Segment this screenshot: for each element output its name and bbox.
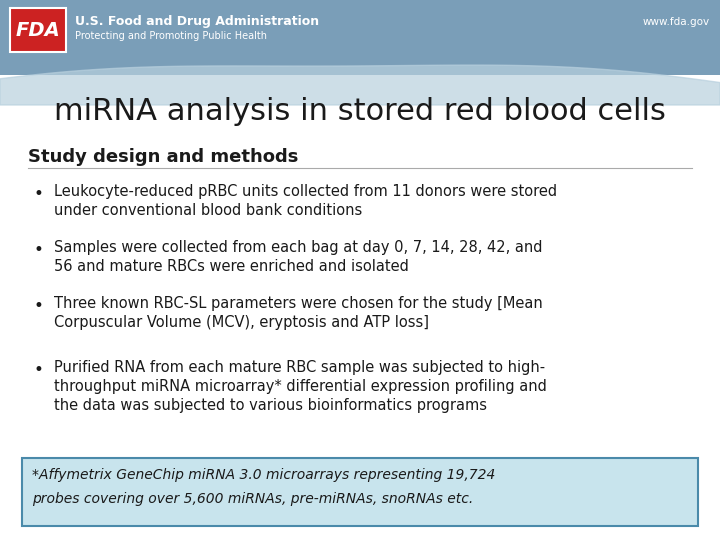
Bar bbox=[0, 0, 720, 75]
Bar bbox=[10, 8, 66, 52]
Text: www.fda.gov: www.fda.gov bbox=[643, 17, 710, 27]
Text: Protecting and Promoting Public Health: Protecting and Promoting Public Health bbox=[75, 31, 267, 41]
Text: miRNA analysis in stored red blood cells: miRNA analysis in stored red blood cells bbox=[54, 98, 666, 126]
Text: •: • bbox=[33, 297, 43, 315]
Text: Purified RNA from each mature RBC sample was subjected to high-
throughput miRNA: Purified RNA from each mature RBC sample… bbox=[54, 360, 547, 414]
Text: Leukocyte-reduced pRBC units collected from 11 donors were stored
under conventi: Leukocyte-reduced pRBC units collected f… bbox=[54, 184, 557, 218]
Text: •: • bbox=[33, 361, 43, 379]
Text: Three known RBC-SL parameters were chosen for the study [Mean
Corpuscular Volume: Three known RBC-SL parameters were chose… bbox=[54, 296, 543, 330]
Text: Study design and methods: Study design and methods bbox=[28, 148, 298, 166]
Text: probes covering over 5,600 miRNAs, pre-miRNAs, snoRNAs etc.: probes covering over 5,600 miRNAs, pre-m… bbox=[32, 492, 473, 506]
FancyBboxPatch shape bbox=[22, 458, 698, 526]
Text: U.S. Food and Drug Administration: U.S. Food and Drug Administration bbox=[75, 16, 319, 29]
Text: FDA: FDA bbox=[16, 21, 60, 39]
Text: •: • bbox=[33, 185, 43, 203]
Text: Samples were collected from each bag at day 0, 7, 14, 28, 42, and
56 and mature : Samples were collected from each bag at … bbox=[54, 240, 542, 274]
Text: •: • bbox=[33, 241, 43, 259]
Text: *Affymetrix GeneChip miRNA 3.0 microarrays representing 19,724: *Affymetrix GeneChip miRNA 3.0 microarra… bbox=[32, 468, 495, 482]
